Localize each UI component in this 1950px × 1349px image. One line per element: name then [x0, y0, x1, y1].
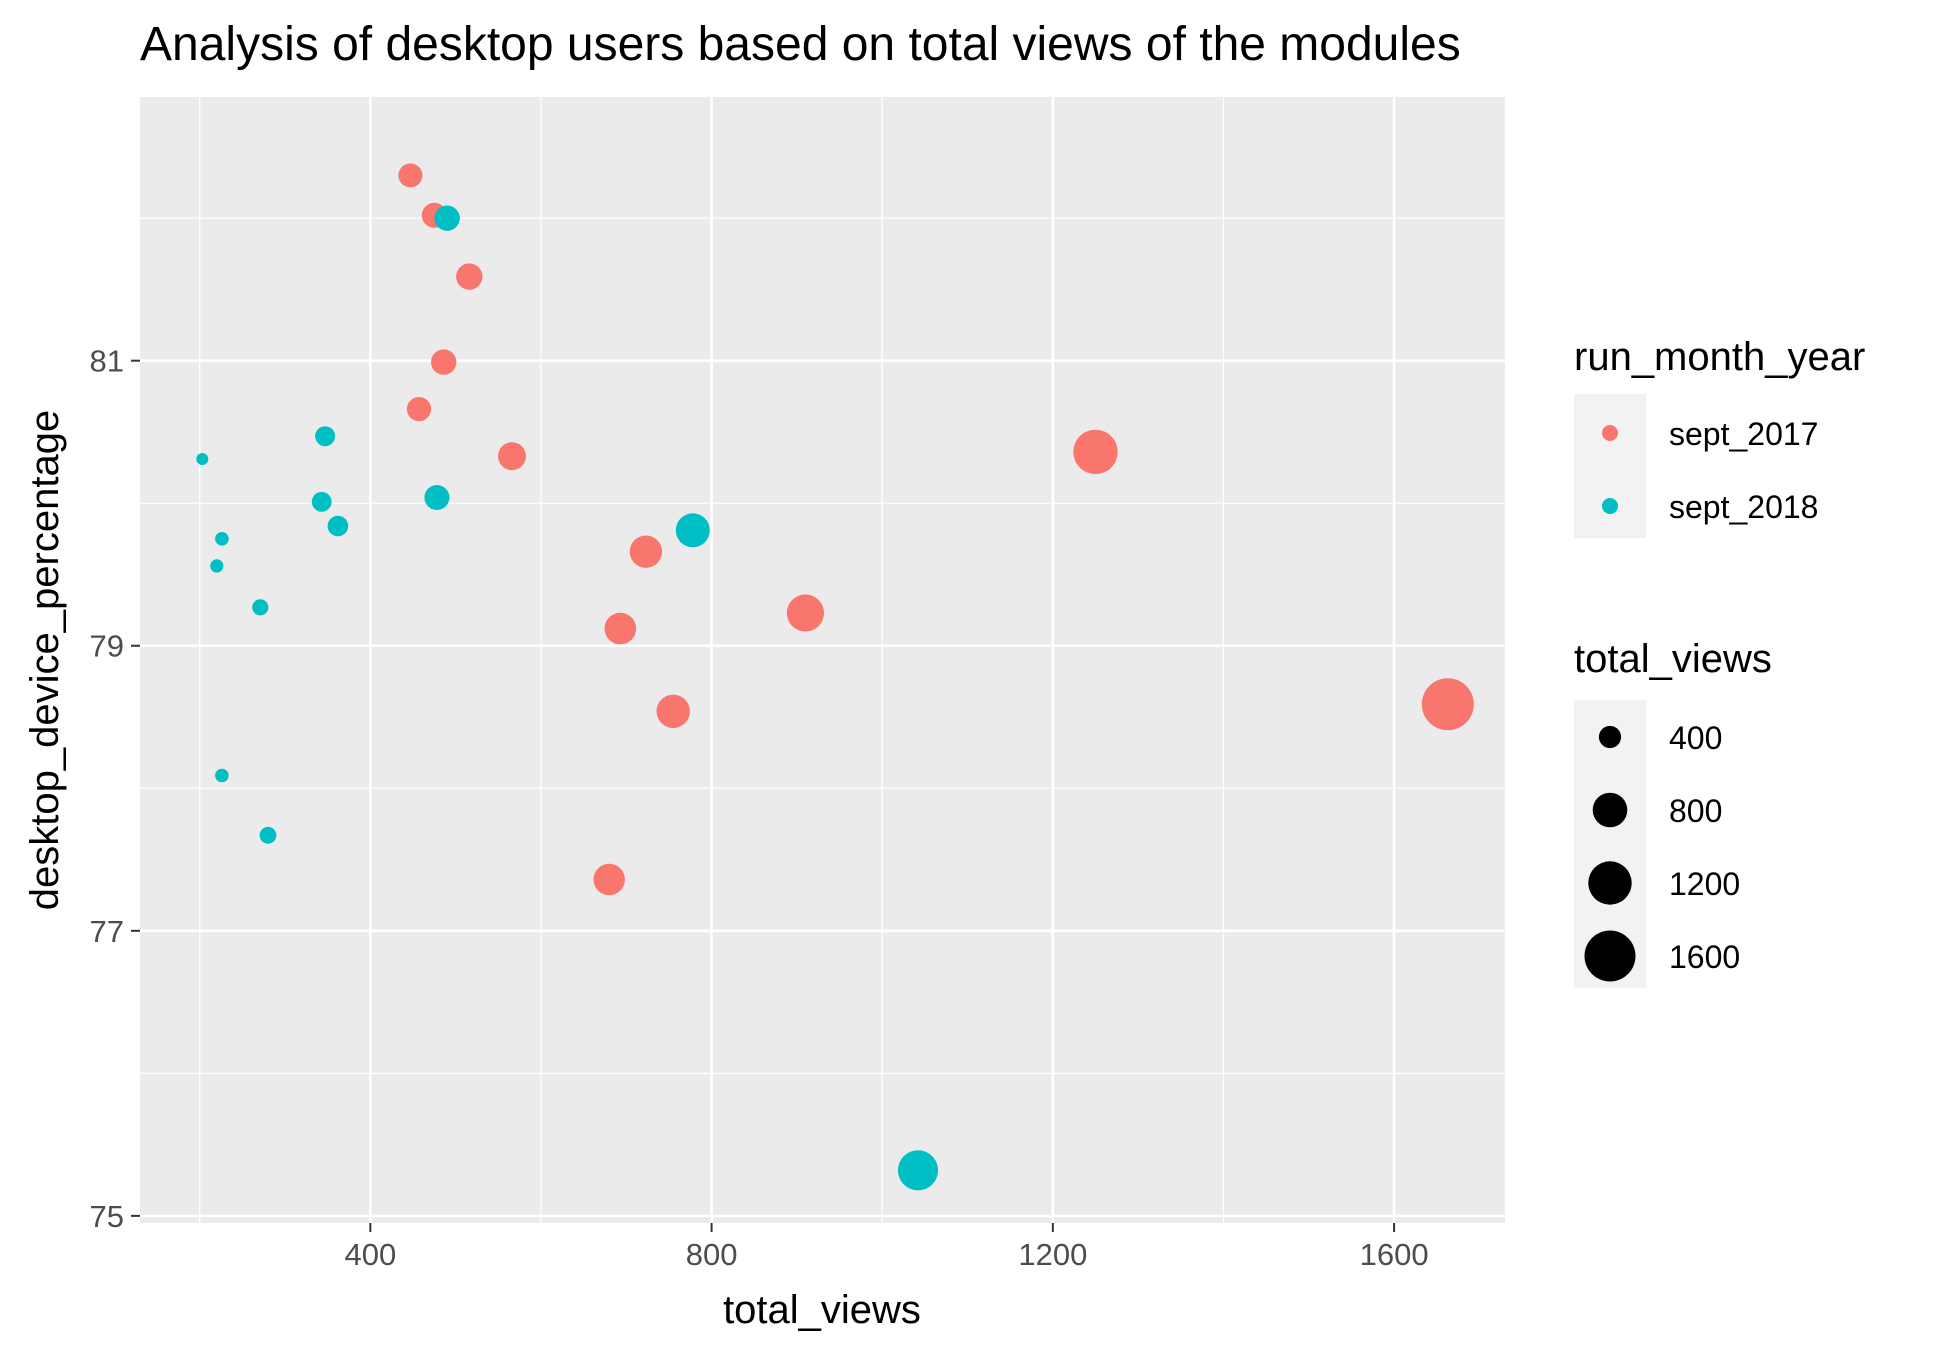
data-point-sept-2018 [215, 768, 229, 783]
y-tick-label: 77 [90, 914, 124, 949]
data-point-sept-2017 [406, 397, 432, 422]
data-point-sept-2017 [629, 535, 663, 568]
size-legend-label: 1200 [1669, 866, 1740, 902]
data-point-sept-2018 [259, 826, 277, 844]
y-tick-label: 81 [90, 344, 124, 379]
y-axis-title: desktop_device_percentage [23, 410, 67, 910]
legend-key-sept-2017 [1602, 425, 1618, 441]
size-legend-label: 800 [1669, 793, 1722, 829]
size-legend-key [1598, 725, 1622, 749]
data-point-sept-2018 [327, 515, 349, 537]
data-point-sept-2017 [431, 349, 457, 375]
y-tick-label: 79 [90, 629, 124, 664]
data-point-sept-2018 [252, 599, 269, 616]
data-point-sept-2017 [1421, 678, 1474, 731]
chart-title: Analysis of desktop users based on total… [140, 18, 1461, 71]
color-legend-keys-bg [1574, 394, 1646, 538]
x-tick-label: 400 [344, 1237, 396, 1272]
data-point-sept-2018 [210, 559, 224, 573]
size-legend-items: 400 800 1200 1600 [1584, 720, 1740, 982]
legend-label-sept-2018: sept_2018 [1669, 489, 1818, 525]
data-point-sept-2018 [311, 491, 332, 512]
data-point-sept-2017 [604, 612, 637, 645]
x-tick-label: 800 [686, 1237, 738, 1272]
data-point-sept-2017 [593, 863, 625, 896]
plot-panel [140, 97, 1505, 1223]
size-legend-key [1592, 792, 1628, 828]
data-point-sept-2017 [786, 594, 825, 632]
x-tick-label: 1600 [1360, 1237, 1429, 1272]
x-axis-title: total_views [723, 1288, 921, 1332]
size-legend-label: 1600 [1669, 939, 1740, 975]
data-point-sept-2018 [424, 485, 450, 510]
data-point-sept-2018 [434, 205, 460, 231]
data-point-sept-2017 [456, 263, 483, 290]
legend-key-sept-2018 [1602, 498, 1618, 514]
size-legend: total_views 400 800 1200 1600 [1574, 637, 1772, 988]
data-point-sept-2017 [656, 694, 690, 728]
data-point-sept-2017 [498, 442, 526, 471]
data-point-sept-2018 [897, 1150, 939, 1191]
size-legend-label: 400 [1669, 720, 1722, 756]
data-point-sept-2018 [315, 426, 336, 447]
legend-label-sept-2017: sept_2017 [1669, 416, 1818, 452]
points-layer [196, 163, 1474, 1191]
data-point-sept-2017 [1073, 429, 1118, 475]
color-legend: run_month_year sept_2017 sept_2018 [1574, 335, 1865, 538]
data-point-sept-2018 [196, 453, 209, 465]
data-point-sept-2018 [675, 513, 710, 548]
size-legend-key [1584, 930, 1636, 982]
y-tick-label: 75 [90, 1199, 124, 1234]
x-tick-label: 1200 [1018, 1237, 1087, 1272]
size-legend-key [1588, 861, 1632, 905]
data-point-sept-2017 [398, 163, 423, 188]
grid-layer [140, 97, 1505, 1223]
size-legend-title: total_views [1574, 637, 1772, 681]
axis-layer: 400 800 1200 1600 75 77 79 81 [90, 344, 1429, 1272]
data-point-sept-2018 [215, 532, 229, 546]
color-legend-title: run_month_year [1574, 335, 1865, 379]
